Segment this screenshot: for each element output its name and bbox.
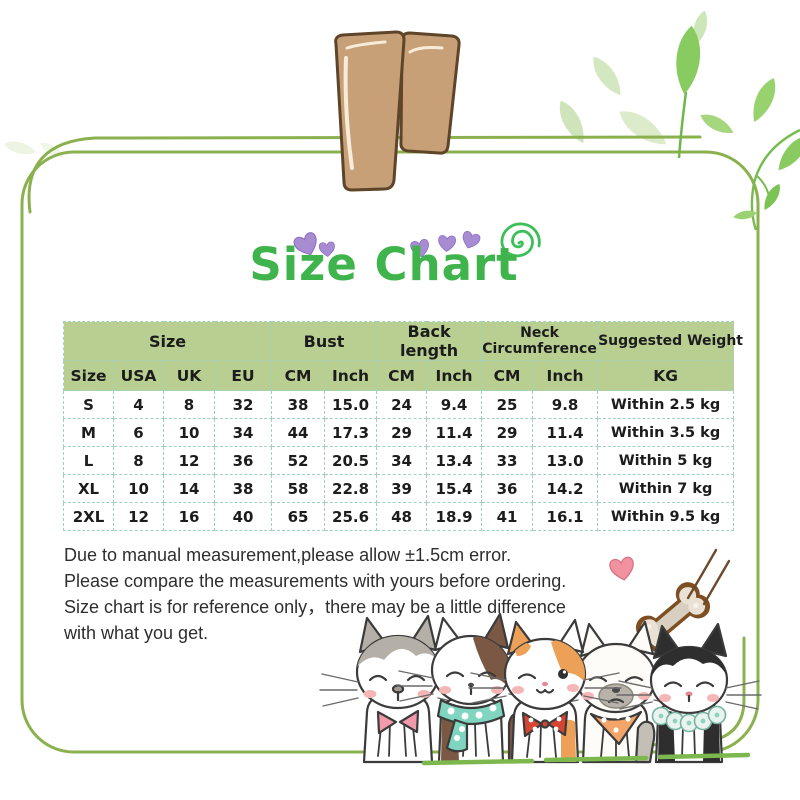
table-row-2xl: 2XL 12 16 40 65 25.6 48 18.9 41 16.1 Wit… <box>63 502 735 531</box>
table-cell: 12 <box>113 502 164 531</box>
col-header-kg: KG <box>597 360 735 391</box>
col-header-neck-cm: CM <box>481 360 534 391</box>
size-table: Size Bust Back length Neck Circumference… <box>62 321 743 531</box>
table-cell: 34 <box>376 446 428 475</box>
col-header-eu: EU <box>213 360 273 391</box>
row-size-label: 2XL <box>63 502 114 531</box>
leaf-branch <box>672 24 800 231</box>
spiral-doodle <box>500 222 541 258</box>
table-cell: 36 <box>481 474 534 503</box>
col-header-uk: UK <box>163 360 215 391</box>
table-cell: 34 <box>213 418 273 447</box>
sub-header-row: Size USA UK EU CM Inch CM Inch CM Inch K… <box>63 360 735 391</box>
col-header-size: Size <box>63 360 114 391</box>
table-cell: 10 <box>113 474 164 503</box>
table-cell: 39 <box>376 474 428 503</box>
row-size-label: L <box>63 446 114 475</box>
table-cell: Within 2.5 kg <box>597 390 735 419</box>
note-line: with what you get. <box>64 623 209 643</box>
column-group-size: Size <box>62 321 273 361</box>
page-title: Size Chart <box>249 238 519 291</box>
table-cell: 11.4 <box>532 418 599 447</box>
table-cell: 44 <box>271 418 326 447</box>
table-cell: 33 <box>481 446 534 475</box>
table-cell: Within 3.5 kg <box>597 418 735 447</box>
table-body: S 4 8 32 38 15.0 24 9.4 25 9.8 Within 2.… <box>63 390 735 531</box>
cat-5 <box>616 622 762 764</box>
table-cell: Within 7 kg <box>597 474 735 503</box>
table-cell: 36 <box>213 446 273 475</box>
table-cell: 29 <box>376 418 428 447</box>
note-line: Due to manual measurement,please allow ±… <box>64 545 512 565</box>
measurement-notes: Due to manual measurement,please allow ±… <box>64 542 624 646</box>
cats-illustration <box>319 612 762 764</box>
col-header-neck-inch: Inch <box>532 360 599 391</box>
table-cell: 15.0 <box>324 390 378 419</box>
clothespin <box>334 30 461 192</box>
row-size-label: S <box>63 390 114 419</box>
table-row-xl: XL 10 14 38 58 22.8 39 15.4 36 14.2 With… <box>63 474 735 503</box>
table-cell: 16.1 <box>532 502 599 531</box>
table-cell: 52 <box>271 446 326 475</box>
table-cell: 15.4 <box>426 474 483 503</box>
table-cell: 14 <box>163 474 215 503</box>
table-cell: 29 <box>481 418 534 447</box>
table-cell: 65 <box>271 502 326 531</box>
table-cell: 24 <box>376 390 428 419</box>
table-cell: 25.6 <box>324 502 378 531</box>
note-line: Please compare the measurements with you… <box>64 571 567 591</box>
group-header-row: Size Bust Back length Neck Circumference… <box>62 321 743 361</box>
column-group-bust: Bust <box>271 321 378 361</box>
table-cell: 18.9 <box>426 502 483 531</box>
table-row-m: M 6 10 34 44 17.3 29 11.4 29 11.4 Within… <box>63 418 735 447</box>
table-cell: 40 <box>213 502 273 531</box>
table-cell: 4 <box>113 390 164 419</box>
table-cell: 38 <box>213 474 273 503</box>
table-cell: 12 <box>163 446 215 475</box>
col-header-bust-cm: CM <box>271 360 326 391</box>
table-row-s: S 4 8 32 38 15.0 24 9.4 25 9.8 Within 2.… <box>63 390 735 419</box>
column-group-back-length: Back length <box>376 321 483 361</box>
table-cell: 16 <box>163 502 215 531</box>
row-size-label: M <box>63 418 114 447</box>
table-cell: 13.0 <box>532 446 599 475</box>
cat-1 <box>319 614 477 764</box>
table-cell: 22.8 <box>324 474 378 503</box>
table-cell: 13.4 <box>426 446 483 475</box>
cat-3 <box>468 618 622 764</box>
grass-strokes <box>421 752 751 766</box>
table-cell: Within 5 kg <box>597 446 735 475</box>
table-cell: 17.3 <box>324 418 378 447</box>
table-cell: 9.8 <box>532 390 599 419</box>
column-group-suggested-weight: Suggested Weight <box>597 321 743 361</box>
col-header-back-cm: CM <box>376 360 428 391</box>
cat-2 <box>396 612 546 764</box>
table-cell: 10 <box>163 418 215 447</box>
table-cell: 14.2 <box>532 474 599 503</box>
col-header-bust-inch: Inch <box>324 360 378 391</box>
table-cell: 25 <box>481 390 534 419</box>
table-cell: 38 <box>271 390 326 419</box>
table-cell: 8 <box>163 390 215 419</box>
col-header-back-inch: Inch <box>426 360 483 391</box>
table-cell: Within 9.5 kg <box>597 502 735 531</box>
table-row-l: L 8 12 36 52 20.5 34 13.4 33 13.0 Within… <box>63 446 735 475</box>
note-line: Size chart is for reference only，there m… <box>64 597 566 617</box>
col-header-usa: USA <box>113 360 164 391</box>
column-group-neck-circumference: Neck Circumference <box>481 321 599 361</box>
table-cell: 8 <box>113 446 164 475</box>
table-cell: 58 <box>271 474 326 503</box>
table-header: Size Bust Back length Neck Circumference… <box>62 321 743 391</box>
table-cell: 32 <box>213 390 273 419</box>
row-size-label: XL <box>63 474 114 503</box>
table-cell: 11.4 <box>426 418 483 447</box>
table-cell: 20.5 <box>324 446 378 475</box>
table-cell: 41 <box>481 502 534 531</box>
table-cell: 9.4 <box>426 390 483 419</box>
table-cell: 48 <box>376 502 428 531</box>
table-cell: 6 <box>113 418 164 447</box>
